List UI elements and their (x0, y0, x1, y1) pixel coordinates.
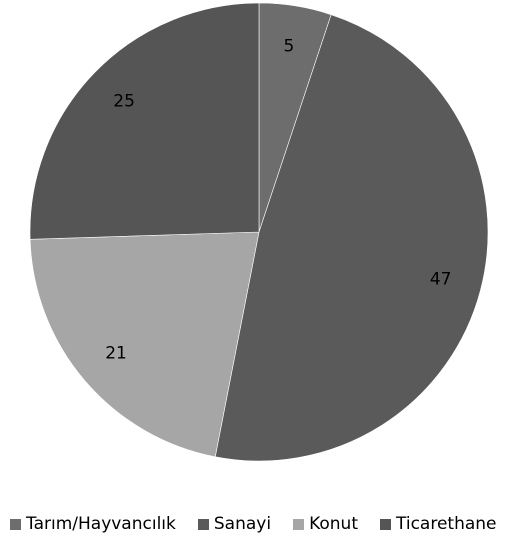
data-label: 21 (105, 344, 127, 364)
data-label: 47 (430, 270, 452, 290)
legend-item-sanayi: Sanayi (197, 514, 272, 534)
legend-label: Ticarethane (395, 514, 497, 534)
legend: Tarım/Hayvancılık Sanayi Konut Ticaretha… (10, 512, 497, 536)
legend-label: Sanayi (213, 514, 272, 534)
legend-swatch (293, 518, 305, 530)
data-label: 25 (113, 91, 135, 111)
data-labels: 5 47 21 25 (105, 37, 451, 364)
pie-slices (29, 2, 489, 462)
legend-label: Konut (309, 514, 358, 534)
pie-slice-konut (29, 231, 260, 458)
pie-slice-ticarethane (29, 2, 260, 240)
legend-label: Tarım/Hayvancılık (26, 514, 176, 534)
legend-swatch (379, 518, 391, 530)
legend-item-ticarethane: Ticarethane (379, 514, 497, 534)
legend-swatch (197, 518, 209, 530)
legend-item-konut: Konut (293, 514, 358, 534)
data-label: 5 (284, 37, 295, 57)
legend-swatch (10, 518, 21, 530)
pie-slice-sanayi (214, 14, 489, 462)
legend-item-tarim-hayvancilik: Tarım/Hayvancılık (10, 514, 176, 534)
